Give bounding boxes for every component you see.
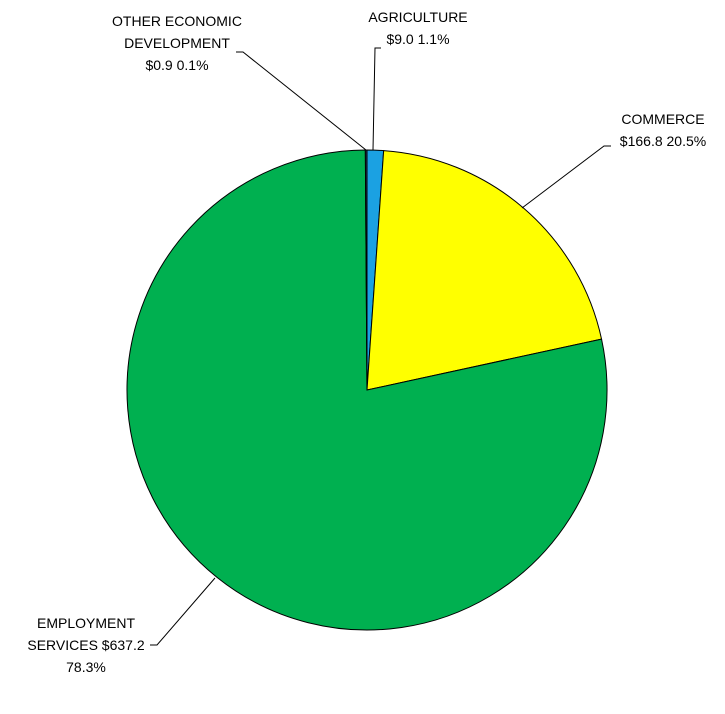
slice-label-line: AGRICULTURE: [368, 9, 467, 25]
slice-label-line: $0.9 0.1%: [145, 57, 208, 73]
slice-label-agriculture: AGRICULTURE $9.0 1.1%: [368, 9, 467, 47]
pie-slice-commerce: [366, 150, 603, 391]
slice-label-line: $166.8 20.5%: [620, 133, 706, 149]
leader-line-employment-services: [150, 577, 216, 646]
pie-slice-employment-services: [126, 149, 608, 631]
slice-label-line: SERVICES $637.2: [27, 637, 144, 653]
slice-label-line: EMPLOYMENT: [37, 615, 135, 631]
leader-line-agriculture: [372, 47, 381, 151]
slice-label-line: $9.0 1.1%: [386, 31, 449, 47]
slice-label-line: DEVELOPMENT: [124, 35, 230, 51]
pie-slices: [126, 149, 608, 631]
slice-label-line: 78.3%: [66, 659, 106, 675]
leader-line-commerce: [521, 145, 611, 209]
slice-label-commerce: COMMERCE $166.8 20.5%: [620, 111, 706, 149]
slice-label-employment-services: EMPLOYMENT SERVICES $637.2 78.3%: [27, 615, 144, 675]
slice-label-line: OTHER ECONOMIC: [112, 13, 242, 29]
leader-line-other-economic-development: [236, 51, 367, 151]
slice-label-line: COMMERCE: [621, 111, 704, 127]
leader-lines: [150, 47, 611, 646]
slice-label-other-economic-development: OTHER ECONOMIC DEVELOPMENT $0.9 0.1%: [112, 13, 242, 73]
slice-labels: AGRICULTURE $9.0 1.1% COMMERCE $166.8 20.5%…: [27, 9, 706, 675]
